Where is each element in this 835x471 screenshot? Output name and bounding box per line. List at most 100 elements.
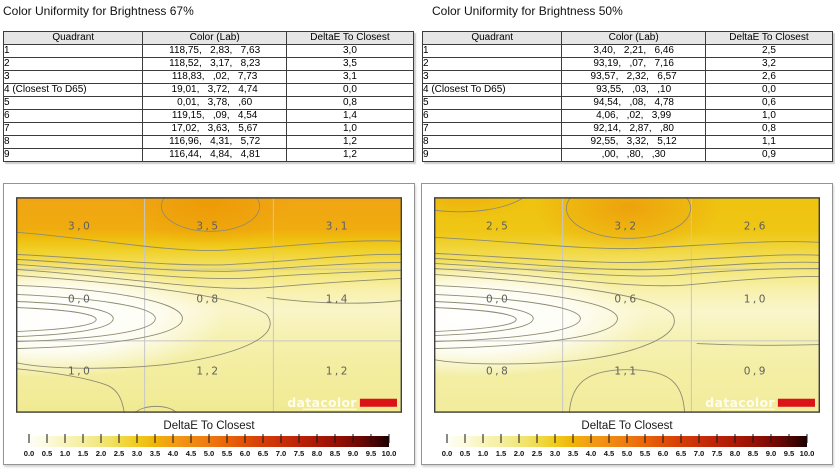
uniformity-table-67: Quadrant Color (Lab) DeltaE To Closest 1… xyxy=(2,31,415,162)
color-lab-cell: 119,15, ,09, 4,54 xyxy=(142,109,287,123)
datacolor-logo-text: datacolor xyxy=(705,395,775,410)
contour-plot-67: 3,0 3,5 3,1 0,0 0,8 1,4 1,0 1,2 1,2 data… xyxy=(16,197,402,413)
colorbar-tick-label: 10.0 xyxy=(800,449,815,458)
deltae-cell: 3,0 xyxy=(285,44,415,58)
logo-red-bar xyxy=(777,398,815,407)
colorbar-67: 0.0 0.5 1.0 1.5 2.0 2.5 3.0 3.5 4.0 4.5 5.0 5.5 6.0 6… xyxy=(24,434,397,458)
colorbar-tick-label: 1.0 xyxy=(60,449,71,458)
colorbar-tick-label: 5.0 xyxy=(204,449,215,458)
col-header-color-lab: Color (Lab) xyxy=(561,31,706,45)
deltae-cell: 2,6 xyxy=(704,70,834,84)
quadrant-cell: 1 xyxy=(2,44,144,58)
cell-label: 3,2 xyxy=(614,220,638,232)
colorbar-tick-label: 7.5 xyxy=(294,449,305,458)
colorbar-tick-label: 1.5 xyxy=(78,449,89,458)
cell-value-labels: 3,0 3,5 3,1 0,0 0,8 1,4 1,0 1,2 1,2 xyxy=(68,220,350,378)
section-title-67: Color Uniformity for Brightness 67% xyxy=(3,4,194,18)
colorbar-tick-label: 0.0 xyxy=(24,449,35,458)
quadrant-cell: 6 xyxy=(421,109,563,123)
table-row: 6 119,15, ,09, 4,54 1,4 xyxy=(2,109,415,123)
deltae-cell: 2,5 xyxy=(704,44,834,58)
colorbar-title-50: DeltaE To Closest xyxy=(581,420,673,432)
table-row: 5 0,01, 3,78, ,60 0,8 xyxy=(2,96,415,110)
color-lab-cell: 92,14, 2,87, ,80 xyxy=(561,122,706,136)
col-header-deltae: DeltaE To Closest xyxy=(704,31,834,45)
cell-label: 0,0 xyxy=(68,293,92,305)
colorbar-tick-label: 7.0 xyxy=(276,449,287,458)
colorbar-tick-label: 10.0 xyxy=(382,449,397,458)
colorbar-tick-label: 9.0 xyxy=(766,449,777,458)
cell-label: 1,2 xyxy=(196,366,220,378)
deltae-cell: 1,4 xyxy=(285,109,415,123)
colorbar-tick-label: 1.0 xyxy=(478,449,489,458)
quadrant-cell: 7 xyxy=(2,122,144,136)
cell-label: 1,4 xyxy=(326,293,350,305)
color-lab-cell: 118,83, ,02, 7,73 xyxy=(142,70,287,84)
table-row: 2 93,19, ,07, 7,16 3,2 xyxy=(421,57,834,71)
colorbar-tick-label: 9.5 xyxy=(784,449,795,458)
deltae-cell: 1,2 xyxy=(285,148,415,162)
table-row: 4 (Closest To D65) 19,01, 3,72, 4,74 0,0 xyxy=(2,83,415,97)
col-header-quadrant: Quadrant xyxy=(421,31,563,45)
table-row: 1 118,75, 2,83, 7,63 3,0 xyxy=(2,44,415,58)
plots-row: 3,0 3,5 3,1 0,0 0,8 1,4 1,0 1,2 1,2 data… xyxy=(3,183,833,465)
deltae-cell: 0,0 xyxy=(704,83,834,97)
color-lab-cell: 93,55, ,03, ,10 xyxy=(561,83,706,97)
table-row: 2 118,52, 3,17, 8,23 3,5 xyxy=(2,57,415,71)
table-header-row: Quadrant Color (Lab) DeltaE To Closest xyxy=(421,31,834,45)
colorbar-tick-label: 4.0 xyxy=(586,449,597,458)
uniformity-table-50: Quadrant Color (Lab) DeltaE To Closest 1… xyxy=(421,31,834,162)
quadrant-cell: 3 xyxy=(421,70,563,84)
section-title-50: Color Uniformity for Brightness 50% xyxy=(432,4,623,18)
colorbar-ticks: 0.0 0.5 1.0 1.5 2.0 2.5 3.0 3.5 4.0 4.5 5.0 5.5 6.0 6… xyxy=(442,434,815,458)
table-row: 3 118,83, ,02, 7,73 3,1 xyxy=(2,70,415,84)
deltae-cell: 0,8 xyxy=(285,96,415,110)
quadrant-cell: 5 xyxy=(2,96,144,110)
color-lab-cell: 94,54, ,08, 4,78 xyxy=(561,96,706,110)
colorbar-tick-label: 3.0 xyxy=(132,449,143,458)
quadrant-cell: 4 (Closest To D65) xyxy=(2,83,144,97)
col-header-quadrant: Quadrant xyxy=(2,31,144,45)
quadrant-cell: 2 xyxy=(421,57,563,71)
table-row: 9 116,44, 4,84, 4,81 1,2 xyxy=(2,148,415,162)
grid-lines xyxy=(434,197,820,413)
color-lab-cell: 116,44, 4,84, 4,81 xyxy=(142,148,287,162)
colorbar-50: 0.0 0.5 1.0 1.5 2.0 2.5 3.0 3.5 4.0 4.5 5.0 5.5 6.0 6… xyxy=(442,434,815,458)
logo-red-bar xyxy=(359,398,397,407)
quadrant-cell: 6 xyxy=(2,109,144,123)
contour-panel-50: 2,5 3,2 2,6 0,0 0,6 1,0 0,8 1,1 0,9 data… xyxy=(421,183,833,465)
colorbar-tick-label: 6.0 xyxy=(658,449,669,458)
datacolor-logo: datacolor xyxy=(287,395,397,410)
tables-row: Color Uniformity for Brightness 67% Quad… xyxy=(2,4,834,162)
cell-label: 3,0 xyxy=(68,220,92,232)
colorbar-tick-label: 4.5 xyxy=(186,449,197,458)
quadrant-cell: 4 (Closest To D65) xyxy=(421,83,563,97)
col-header-deltae: DeltaE To Closest xyxy=(285,31,415,45)
table-row: 8 92,55, 3,32, 5,12 1,1 xyxy=(421,135,834,149)
table-row: 1 3,40, 2,21, 6,46 2,5 xyxy=(421,44,834,58)
colorbar-ticks: 0.0 0.5 1.0 1.5 2.0 2.5 3.0 3.5 4.0 4.5 5.0 5.5 6.0 6… xyxy=(24,434,397,458)
deltae-cell: 0,6 xyxy=(704,96,834,110)
quadrant-cell: 8 xyxy=(2,135,144,149)
color-lab-cell: 118,75, 2,83, 7,63 xyxy=(142,44,287,58)
table-row: 9 ,00, ,80, ,30 0,9 xyxy=(421,148,834,162)
cell-label: 0,6 xyxy=(614,293,638,305)
datacolor-logo-text: datacolor xyxy=(287,395,357,410)
colorbar-tick-label: 9.5 xyxy=(366,449,377,458)
cell-label: 0,9 xyxy=(744,366,768,378)
deltae-cell: 1,1 xyxy=(704,135,834,149)
deltae-cell: 3,2 xyxy=(704,57,834,71)
cell-label: 1,1 xyxy=(614,366,638,378)
colorbar-tick-label: 8.5 xyxy=(330,449,341,458)
cell-value-labels: 2,5 3,2 2,6 0,0 0,6 1,0 0,8 1,1 0,9 xyxy=(486,220,768,378)
contour-field xyxy=(16,197,402,413)
colorbar-tick-label: 0.0 xyxy=(442,449,453,458)
colorbar-tick-label: 2.5 xyxy=(532,449,543,458)
colorbar-tick-label: 5.5 xyxy=(640,449,651,458)
colorbar-title-67: DeltaE To Closest xyxy=(163,420,255,432)
color-lab-cell: 93,19, ,07, 7,16 xyxy=(561,57,706,71)
colorbar-tick-label: 3.0 xyxy=(550,449,561,458)
color-lab-cell: 92,55, 3,32, 5,12 xyxy=(561,135,706,149)
section-brightness-67: Color Uniformity for Brightness 67% Quad… xyxy=(2,4,415,162)
